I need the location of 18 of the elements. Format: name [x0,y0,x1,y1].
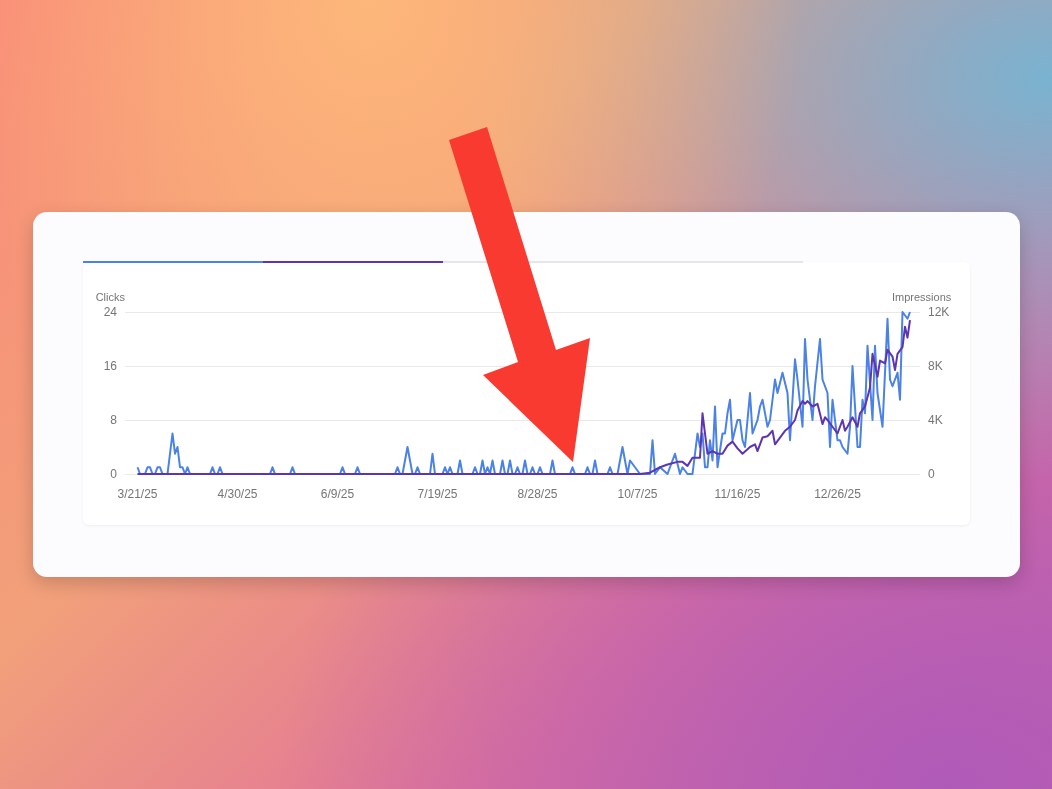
y2-tick-label: 4K [928,413,943,427]
x-tick-label: 11/16/25 [714,487,761,501]
y-axis-title: Clicks [95,290,126,303]
x-tick-label: 6/9/25 [320,487,355,501]
y2-tick-label: 8K [928,359,943,373]
x-tick-label: 12/26/25 [814,487,862,501]
y2-tick-label: 12K [928,305,950,319]
x-tick-label: 8/28/25 [517,487,558,501]
y2-axis-title: Impressions [892,290,952,303]
y-tick-label: 24 [103,305,118,319]
x-tick-label: 4/30/25 [217,487,258,501]
x-tick-label: 7/19/25 [417,487,458,501]
y2-tick-label: 0 [928,467,935,481]
y-tick-label: 16 [103,359,118,373]
x-tick-label: 10/7/25 [617,487,658,501]
x-tick-label: 3/21/25 [117,487,158,501]
y-tick-label: 0 [110,467,118,481]
y-tick-label: 8 [110,413,118,427]
